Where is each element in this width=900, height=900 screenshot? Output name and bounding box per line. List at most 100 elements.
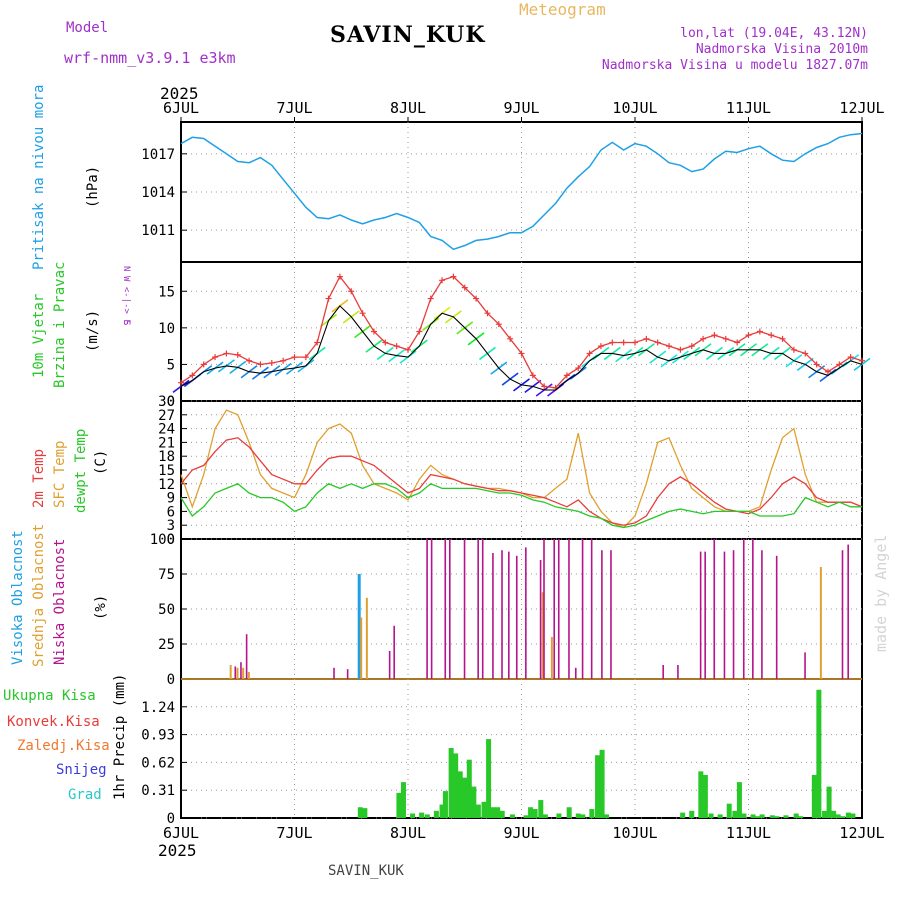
precip-bar — [811, 774, 817, 818]
wind-title-line1: 10m Vjetar — [31, 294, 47, 378]
wind-gust-marker — [711, 332, 718, 339]
precip-bar — [396, 792, 402, 818]
y-tick-label-temperature: 24 — [158, 422, 175, 438]
precip-bar — [400, 782, 406, 818]
footer-title: SAVIN_KUK — [328, 863, 404, 879]
precip-bar — [826, 786, 832, 818]
y-tick-label-wind: 10 — [158, 321, 175, 337]
wind-gust-marker — [768, 332, 775, 339]
wind-gust-marker — [348, 288, 355, 295]
wind-gust-marker — [541, 383, 548, 390]
precip-legend-total: Ukupna Kisa — [3, 688, 96, 704]
precip-bar — [831, 810, 837, 818]
y-tick-label-cloud: 75 — [158, 567, 175, 583]
low-cloud-bar — [713, 539, 716, 679]
precip-bar — [462, 777, 468, 818]
precip-bar — [759, 814, 765, 818]
low-cloud-bar — [477, 539, 479, 679]
compass-s: S — [121, 320, 131, 325]
wind-unit: (m/s) — [85, 310, 101, 352]
precip-bar — [495, 807, 501, 818]
wind-gust-marker — [847, 354, 854, 361]
precip-bar — [774, 816, 780, 818]
y-tick-label-wind: 5 — [167, 357, 175, 373]
wind-gust-marker — [393, 343, 400, 350]
low-cloud-bar — [393, 625, 395, 679]
wind-gust-marker — [586, 350, 593, 357]
precip-bar — [575, 813, 581, 818]
precip-bar — [604, 814, 610, 818]
wind-gust-marker — [813, 361, 820, 368]
wind-gust-marker — [507, 335, 514, 342]
cloud-unit: (%) — [93, 595, 109, 620]
low-cloud-bar — [775, 555, 778, 679]
precip-bar — [566, 807, 572, 818]
precip-bar — [528, 807, 534, 818]
wind-gust-marker — [370, 328, 377, 335]
y-tick-label-cloud: 25 — [158, 637, 175, 653]
precip-bar — [822, 810, 828, 818]
y-tick-label-temperature: 6 — [167, 504, 175, 520]
wind-gust-marker — [325, 295, 332, 302]
wind-gust-marker — [518, 350, 525, 357]
pressure-unit: (hPa) — [85, 166, 101, 208]
lonlat-label: lon,lat (19.04E, 43.12N) — [680, 26, 868, 41]
wind-gust-marker — [314, 339, 321, 346]
x-tick-label-bottom: 7JUL — [276, 824, 312, 842]
low-cloud-bar — [430, 539, 433, 679]
wind-gust-marker — [836, 361, 843, 368]
wind-gust-marker — [280, 357, 287, 364]
precip-legend-snow: Snijeg — [56, 762, 107, 778]
y-tick-label-precip: 1.24 — [141, 700, 175, 716]
mid-cloud-bar — [242, 667, 245, 679]
precip-bar — [532, 809, 538, 818]
temp2m-line — [180, 437, 863, 526]
low-cloud-bar — [804, 652, 806, 679]
y-tick-label-temperature: 27 — [158, 408, 175, 424]
x-tick-label-bottom: 9JUL — [503, 824, 539, 842]
low-cloud-bar — [557, 539, 560, 679]
low-cloud-bar — [841, 550, 844, 679]
x-tick-label-top: 6JUL — [163, 99, 199, 117]
precip-bar — [750, 814, 756, 818]
precip-bar — [769, 815, 775, 818]
low-cloud-bar — [346, 669, 349, 679]
precip-bar — [783, 815, 789, 818]
y-tick-label-precip: 0 — [167, 811, 175, 827]
model-elevation-label: Nadmorska Visina u modelu 1827.07m — [601, 58, 868, 73]
low-cloud-bar — [539, 560, 542, 679]
mid-cloud-title: Srednja Oblacnost — [31, 524, 47, 667]
low-cloud-bar — [723, 551, 726, 679]
wind-gust-marker — [461, 284, 468, 291]
low-cloud-bar — [677, 665, 679, 679]
precip-bar — [481, 801, 487, 818]
y-tick-label-temperature: 9 — [167, 491, 175, 507]
wind-gust-marker — [291, 354, 298, 361]
year-top: 2025 — [160, 84, 199, 103]
x-tick-label-top: 8JUL — [390, 99, 426, 117]
wind-gust-marker — [189, 372, 196, 379]
precip-bar — [816, 689, 822, 818]
wind-gust-marker — [734, 339, 741, 346]
precip-bar — [490, 807, 496, 818]
precip-bar — [845, 812, 851, 818]
precip-bar — [509, 814, 515, 818]
precip-bar — [439, 804, 445, 818]
precip-bar — [457, 771, 463, 818]
wind-gust-marker — [756, 328, 763, 335]
mid-cloud-bar — [360, 617, 363, 679]
pressure-title: Pritisak na nivou mora — [31, 85, 47, 270]
precip-bar — [736, 782, 742, 818]
precip-bar — [708, 813, 714, 818]
x-tick-label-top: 12JUL — [839, 99, 884, 117]
wind-gust-marker — [779, 335, 786, 342]
y-tick-label-pressure: 1017 — [141, 147, 175, 163]
y-tick-label-precip: 0.62 — [141, 755, 175, 771]
wind-gust-marker — [212, 354, 219, 361]
y-tick-label-cloud: 100 — [150, 532, 175, 548]
low-cloud-bar — [508, 551, 510, 679]
wind-gust-marker — [439, 277, 446, 284]
dewpt-title: dewpt Temp — [73, 429, 89, 513]
low-cloud-bar — [501, 550, 503, 679]
precip-legend-freezing: Zaledj.Kisa — [17, 738, 110, 754]
